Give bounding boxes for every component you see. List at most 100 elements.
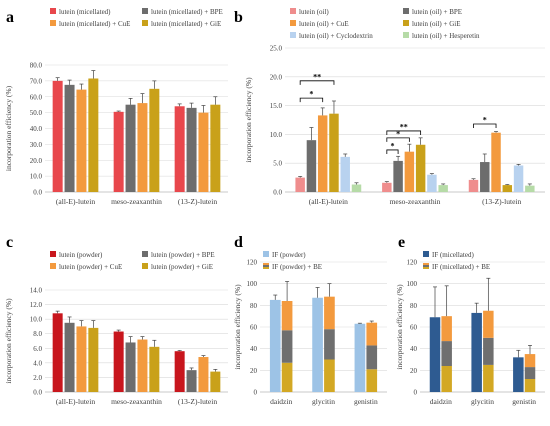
y-tick-label: 120 <box>247 259 258 267</box>
x-tick-label: daidzin <box>270 397 292 406</box>
legend-swatch <box>403 32 409 38</box>
y-axis-label: incorporation efficiency (%) <box>233 284 242 370</box>
y-tick-label: 14.0 <box>30 287 43 295</box>
y-axis-label: incorporation efficiency (%) <box>4 298 13 384</box>
y-tick-label: 20.0 <box>30 157 43 165</box>
bar <box>393 160 403 192</box>
legend-label: lutein (oil) <box>299 8 329 16</box>
bar <box>340 156 350 192</box>
bar-segment <box>483 337 494 365</box>
y-tick-label: 80 <box>250 302 258 310</box>
y-tick-label: 70.0 <box>30 77 43 85</box>
bar <box>198 112 209 192</box>
y-tick-label: 80 <box>410 302 418 310</box>
legend-label: lutein (micellated) + CuE <box>59 20 130 28</box>
legend-swatch <box>142 263 148 269</box>
y-tick-label: 10.0 <box>30 173 43 181</box>
bar <box>525 185 535 192</box>
y-tick-label: 80.0 <box>30 62 43 70</box>
legend-label: lutein (powder) + CuE <box>59 263 122 271</box>
bar-segment <box>281 330 293 363</box>
bar <box>113 331 124 392</box>
bar <box>125 342 136 392</box>
legend-label: IF (micellated) + BE <box>432 263 490 271</box>
legend-swatch <box>263 263 269 269</box>
y-tick-label: 0.0 <box>33 189 42 197</box>
bar-segment <box>441 341 452 366</box>
legend-label: lutein (oil) + CuE <box>299 20 349 28</box>
bar <box>329 113 339 192</box>
significance-label: * <box>483 116 487 125</box>
significance-label: ** <box>313 72 321 81</box>
legend-label: IF (powder) <box>272 251 306 259</box>
panel-d: 0 20 40 60 80 100 120 incorporation efficiency … <box>233 251 387 406</box>
legend-label: lutein (oil) + GiE <box>412 20 460 28</box>
bar-segment <box>281 301 293 331</box>
bar-segment <box>366 322 378 346</box>
y-tick-label: 10.0 <box>30 316 43 324</box>
legend-label: lutein (powder) <box>59 251 103 259</box>
y-tick-label: 50.0 <box>30 109 43 117</box>
y-tick-label: 100 <box>407 280 418 288</box>
bar <box>186 370 197 392</box>
legend-swatch <box>290 8 296 14</box>
bar <box>52 313 63 392</box>
x-tick-label: (all-E)-lutein <box>56 197 95 206</box>
bar <box>312 297 323 392</box>
bar-segment <box>483 364 494 392</box>
bar <box>113 111 124 192</box>
legend-label: lutein (micellated) + GiE <box>151 20 221 28</box>
legend-swatch <box>50 263 56 269</box>
x-tick-label: meso-zeaxanthin <box>111 397 162 406</box>
y-tick-label: 15.0 <box>270 102 283 110</box>
legend-swatch <box>403 8 409 14</box>
legend-label: IF (powder) + BE <box>272 263 322 271</box>
legend-label: lutein (micellated) <box>59 8 111 16</box>
legend-swatch <box>50 8 56 14</box>
x-tick-label: meso-zeaxanthin <box>390 197 441 206</box>
legend-label: IF (micellated) <box>432 251 474 259</box>
legend-swatch <box>263 251 269 257</box>
significance-label: * <box>390 141 394 150</box>
bar <box>76 326 87 392</box>
bar-segment <box>441 366 452 392</box>
y-axis-label: incorporation efficiency (%) <box>244 77 253 163</box>
bar <box>210 104 221 192</box>
y-tick-label: 40.0 <box>30 125 43 133</box>
bar <box>438 185 448 192</box>
bar <box>468 179 479 192</box>
bar <box>269 299 281 392</box>
panel-label-c: c <box>6 234 13 251</box>
y-tick-label: 20 <box>250 367 258 375</box>
bar <box>415 144 426 192</box>
panel-label-e: e <box>398 234 405 251</box>
legend-swatch <box>423 263 429 269</box>
bar <box>491 132 501 192</box>
legend-swatch <box>423 251 429 257</box>
bar-segment <box>483 310 494 338</box>
bar <box>429 317 441 392</box>
x-tick-label: (all-E)-lutein <box>309 197 348 206</box>
y-tick-label: 25.0 <box>270 45 283 53</box>
bar <box>480 162 490 192</box>
x-tick-label: genistin <box>512 397 536 406</box>
y-tick-label: 100 <box>247 280 258 288</box>
y-tick-label: 6.0 <box>33 345 42 353</box>
panel-a: 0.0 10.0 20.0 30.0 40.0 50.0 60.0 70.0 80.0 incor… <box>4 8 228 206</box>
bar <box>295 177 305 192</box>
panel-c: 0.0 2.0 4.0 6.0 8.0 10.0 12.0 14.0 incorporation… <box>4 251 228 406</box>
bar-segment <box>366 345 378 370</box>
y-tick-label: 20 <box>410 367 418 375</box>
bar <box>351 184 362 192</box>
bar <box>513 357 524 392</box>
bar <box>76 89 87 192</box>
bar-segment <box>524 379 536 392</box>
bar-segment <box>324 359 335 392</box>
significance-bracket <box>386 149 399 154</box>
y-tick-label: 0.0 <box>33 389 42 397</box>
y-tick-label: 60 <box>410 324 418 332</box>
y-axis-label: incorporation efficiency (%) <box>395 284 404 370</box>
legend-label: lutein (powder) + BPE <box>151 251 215 259</box>
significance-bracket <box>386 130 422 135</box>
y-tick-label: 10.0 <box>270 131 283 139</box>
